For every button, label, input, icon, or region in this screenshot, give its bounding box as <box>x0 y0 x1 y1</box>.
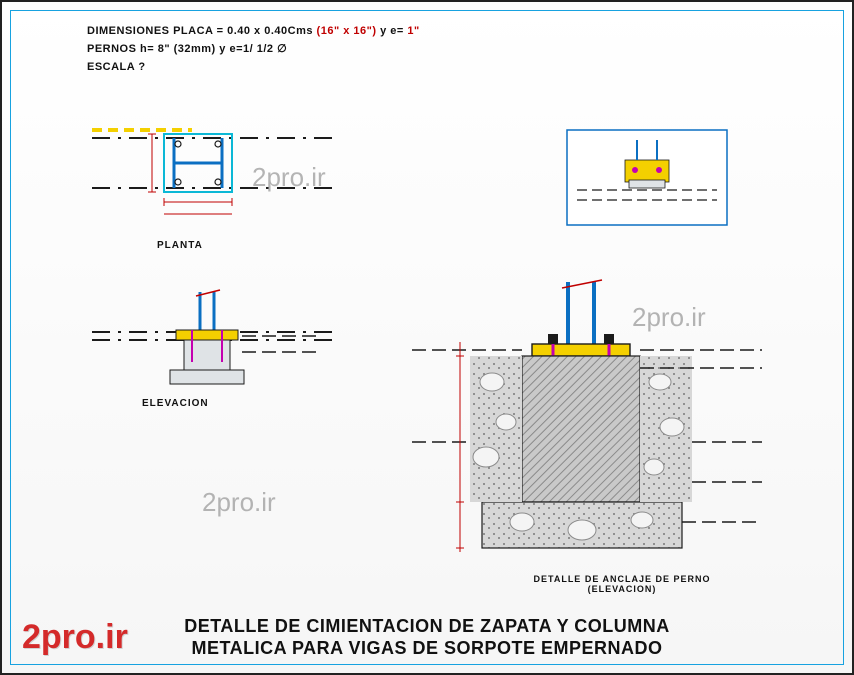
watermark-2: 2pro.ir <box>632 302 706 333</box>
spec-line-2: PERNOS h= 8" (32mm) y e=1/ 1/2 ∅ <box>87 40 420 58</box>
drawing-title: DETALLE DE CIMIENTACION DE ZAPATA Y COLU… <box>2 615 852 659</box>
drawing-page: DIMENSIONES PLACA = 0.40 x 0.40Cms (16" … <box>0 0 854 675</box>
spec-line-3: ESCALA ? <box>87 58 420 76</box>
inset-view <box>567 130 727 225</box>
elevacion-view <box>92 292 332 402</box>
spec-1b: (16" x 16") <box>317 25 377 37</box>
anchor-caption: DETALLE DE ANCLAJE DE PERNO (ELEVACION) <box>502 574 742 594</box>
planta-caption: PLANTA <box>157 240 203 251</box>
watermark-3: 2pro.ir <box>202 487 276 518</box>
elevacion-caption: ELEVACION <box>142 398 209 409</box>
spec-1d: 1" <box>407 25 419 37</box>
anchor-caption-l1: DETALLE DE ANCLAJE DE PERNO <box>533 574 710 584</box>
title-l1: DETALLE DE CIMIENTACION DE ZAPATA Y COLU… <box>184 616 670 636</box>
title-l2: METALICA PARA VIGAS DE SORPOTE EMPERNADO <box>191 638 662 658</box>
spec-block: DIMENSIONES PLACA = 0.40 x 0.40Cms (16" … <box>87 22 420 76</box>
spec-1a: DIMENSIONES PLACA = 0.40 x 0.40Cms <box>87 25 313 37</box>
watermark-1: 2pro.ir <box>252 162 326 193</box>
anchor-detail <box>412 282 762 582</box>
spec-1c: y e= <box>380 25 407 37</box>
anchor-caption-l2: (ELEVACION) <box>588 584 657 594</box>
spec-line-1: DIMENSIONES PLACA = 0.40 x 0.40Cms (16" … <box>87 22 420 40</box>
